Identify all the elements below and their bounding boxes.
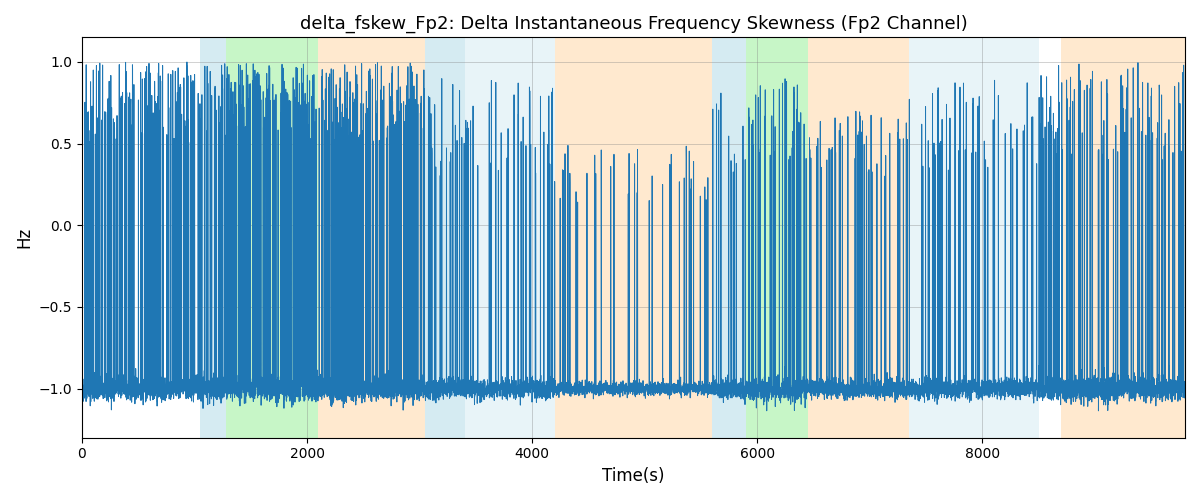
X-axis label: Time(s): Time(s) (602, 467, 665, 485)
Bar (226, 38, 318, 438)
Bar (464, 38, 554, 438)
Bar (713, 38, 746, 438)
Bar (808, 38, 910, 438)
Bar (425, 38, 464, 438)
Bar (910, 38, 1039, 438)
Y-axis label: Hz: Hz (14, 227, 32, 248)
Bar (746, 38, 808, 438)
Title: delta_fskew_Fp2: Delta Instantaneous Frequency Skewness (Fp2 Channel): delta_fskew_Fp2: Delta Instantaneous Fre… (300, 15, 967, 34)
Bar (1061, 38, 1186, 438)
Bar (200, 38, 226, 438)
Bar (554, 38, 713, 438)
Bar (318, 38, 425, 438)
